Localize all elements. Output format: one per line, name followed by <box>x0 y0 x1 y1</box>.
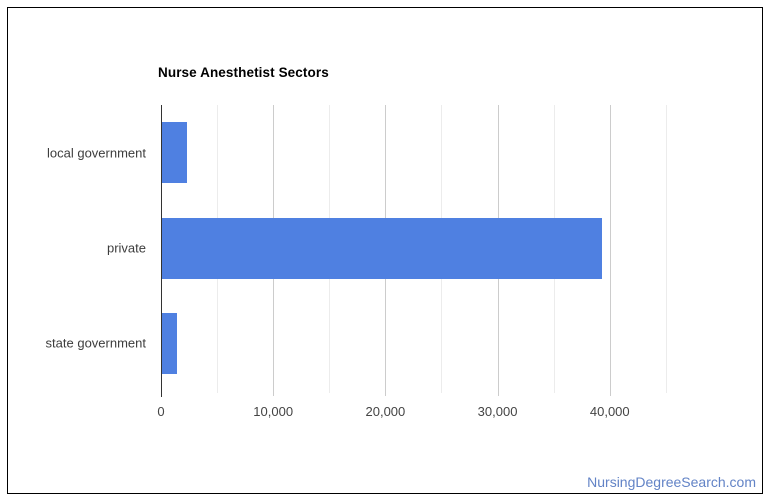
bar-state-government <box>162 312 177 374</box>
category-label: state government <box>45 335 146 351</box>
y-axis-labels: local government private state government <box>16 105 146 391</box>
x-tick-label: 40,000 <box>589 404 630 419</box>
gridline-major <box>609 105 611 396</box>
category-label: local government <box>47 145 146 161</box>
x-tick-label: 0 <box>157 404 165 419</box>
x-axis-labels: 0 10,000 20,000 30,000 40,000 <box>157 404 681 420</box>
watermark-link[interactable]: NursingDegreeSearch.com <box>587 474 756 490</box>
axis-zero-line <box>161 105 162 397</box>
bar-local-government <box>162 122 187 184</box>
chart-frame: Nurse Anesthetist Sectors local governme… <box>7 7 763 494</box>
plot-area <box>161 105 681 397</box>
category-label: private <box>106 240 146 256</box>
chart-title: Nurse Anesthetist Sectors <box>158 65 329 80</box>
x-tick-label: 30,000 <box>477 404 518 419</box>
bar-private <box>162 217 602 279</box>
gridline-minor <box>665 105 667 393</box>
x-tick-label: 20,000 <box>365 404 406 419</box>
x-tick-label: 10,000 <box>253 404 294 419</box>
